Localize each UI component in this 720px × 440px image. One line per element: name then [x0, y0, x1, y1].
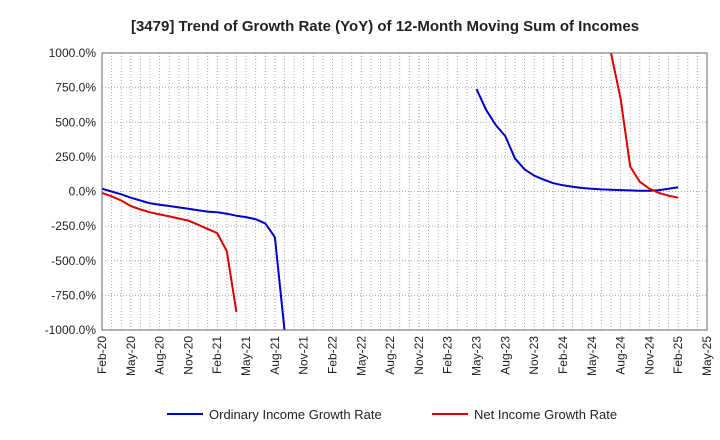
axes: 1000.0% 750.0% 500.0% 250.0% 0.0% -250.0% -500… [45, 46, 714, 376]
y-tick-label: 500.0% [55, 115, 96, 129]
series-line-ordinary-income [475, 88, 679, 192]
y-tick-label: 1000.0% [49, 46, 97, 60]
x-tick-label: May-22 [354, 336, 368, 376]
y-tick-label: 750.0% [55, 81, 96, 95]
x-tick-label: Aug-23 [498, 336, 512, 375]
x-tick-label: Aug-20 [153, 336, 167, 375]
x-tick-label: Feb-25 [671, 336, 685, 374]
x-tick-label: Nov-22 [412, 336, 426, 375]
y-tick-label: -750.0% [51, 288, 96, 302]
x-tick-label: Feb-21 [210, 336, 224, 374]
x-tick-label: Nov-23 [527, 336, 541, 375]
y-tick-label: -250.0% [51, 219, 96, 233]
y-tick-label: 250.0% [55, 150, 96, 164]
x-tick-label: May-23 [470, 336, 484, 376]
series-line-net-income [610, 52, 679, 199]
x-tick-label: May-20 [124, 336, 138, 376]
x-tick-label: Aug-24 [614, 336, 628, 375]
y-tick-label: -500.0% [51, 254, 96, 268]
x-tick-label: Nov-20 [181, 336, 195, 375]
x-tick-label: May-21 [239, 336, 253, 376]
chart-title: [3479] Trend of Growth Rate (YoY) of 12-… [131, 18, 639, 35]
x-tick-label: May-24 [585, 336, 599, 376]
legend-label: Ordinary Income Growth Rate [209, 407, 382, 422]
plot-area-border [101, 52, 708, 331]
series-line-ordinary-income [101, 187, 286, 331]
legend: Ordinary Income Growth Rate Net Income Gr… [167, 407, 617, 422]
y-tick-label: 0.0% [69, 185, 97, 199]
series-line-net-income [101, 191, 238, 313]
x-tick-label: Nov-21 [297, 336, 311, 375]
x-tick-label: May-25 [700, 336, 714, 376]
x-tick-label: Feb-22 [325, 336, 339, 374]
x-tick-label: Aug-21 [268, 336, 282, 375]
y-tick-label: -1000.0% [45, 323, 97, 337]
x-tick-label: Feb-20 [95, 336, 109, 374]
plot-series [101, 52, 679, 331]
x-tick-label: Feb-23 [441, 336, 455, 374]
legend-label: Net Income Growth Rate [474, 407, 617, 422]
x-tick-label: Feb-24 [556, 336, 570, 374]
grid-lines [101, 52, 708, 331]
x-tick-label: Nov-24 [642, 336, 656, 375]
x-tick-label: Aug-22 [383, 336, 397, 375]
